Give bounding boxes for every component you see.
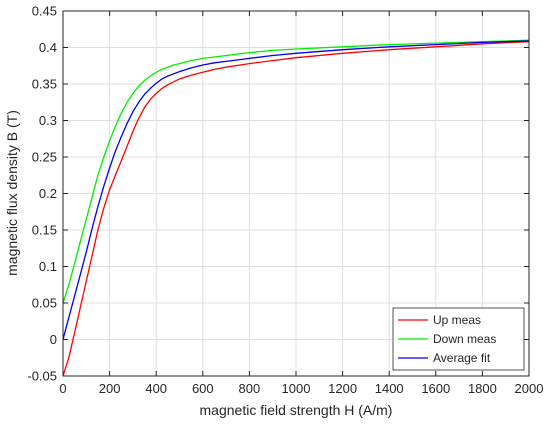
- x-tick-label: 1800: [468, 381, 497, 396]
- x-tick-label: 400: [145, 381, 167, 396]
- series-line-2: [62, 39, 530, 304]
- y-tick-label: 0.05: [32, 296, 57, 311]
- y-tick-label: 0.35: [32, 77, 57, 92]
- x-tick-label: 1000: [282, 381, 311, 396]
- y-axis-label: magnetic flux density B (T): [4, 110, 20, 276]
- y-tick-label: 0.15: [32, 223, 57, 238]
- y-tick-label: 0.3: [39, 113, 57, 128]
- legend-label: Average fit: [433, 351, 491, 365]
- x-tick-label: 1600: [421, 381, 450, 396]
- y-tick-label: 0.1: [39, 259, 57, 274]
- series-line-1: [62, 41, 530, 377]
- series-lines: [62, 39, 530, 377]
- x-axis-label: magnetic field strength H (A/m): [200, 402, 393, 418]
- series-line-3: [62, 40, 530, 340]
- tick-marks: [62, 10, 530, 377]
- legend-label: Up meas: [433, 313, 481, 327]
- y-tick-label: -0.05: [27, 369, 57, 384]
- x-tick-label: 1400: [375, 381, 404, 396]
- y-tick-label: 0.45: [32, 4, 57, 19]
- y-tick-label: 0: [50, 332, 57, 347]
- y-tick-label: 0.25: [32, 150, 57, 165]
- x-tick-label: 800: [239, 381, 261, 396]
- x-tick-label: 0: [59, 381, 66, 396]
- y-tick-label: 0.4: [39, 40, 57, 55]
- x-tick-label: 2000: [515, 381, 544, 396]
- x-tick-label: 200: [99, 381, 121, 396]
- tick-labels: 0 200 400 600 800 1000 1200 1400 1600 1800 2000 -0.…: [27, 4, 543, 397]
- legend: Up meas Down meas Average fit: [392, 307, 525, 371]
- x-tick-label: 1200: [328, 381, 357, 396]
- legend-label: Down meas: [433, 332, 496, 346]
- x-tick-label: 600: [192, 381, 214, 396]
- y-tick-label: 0.2: [39, 186, 57, 201]
